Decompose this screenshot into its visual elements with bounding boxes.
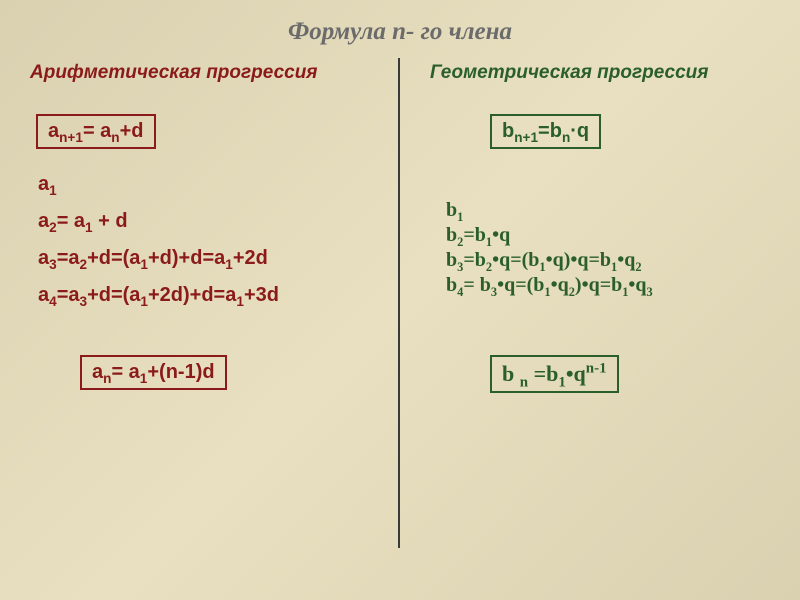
arith-line-1: a1 [38, 173, 370, 196]
geom-line-3: b3=b2•q=(b1•q)•q=b1•q2 [446, 249, 770, 272]
right-column: Геометрическая прогрессия bn+1=bn·q b1 b… [400, 58, 800, 598]
arith-line-4: a4=a3+d=(a1+2d)+d=a1+3d [38, 284, 370, 307]
arithmetic-derivation: a1 a2= a1 + d a3=a2+d=(a1+d)+d=a1+2d a4=… [38, 173, 370, 307]
geometric-heading: Геометрическая прогрессия [430, 62, 770, 84]
geom-line-4: b4= b3•q=(b1•q2)•q=b1•q3 [446, 274, 770, 297]
geom-line-1: b1 [446, 199, 770, 222]
arith-line-2: a2= a1 + d [38, 210, 370, 233]
geometric-recursive-formula: bn+1=bn·q [490, 114, 601, 149]
left-column: Арифметическая прогрессия an+1= an+d a1 … [0, 58, 400, 598]
page-title: Формула n- го члена [0, 0, 800, 58]
center-divider [398, 58, 400, 548]
geometric-derivation: b1 b2=b1•q b3=b2•q=(b1•q)•q=b1•q2 b4= b3… [446, 199, 770, 297]
geometric-general-formula: b n =b1•qn-1 [490, 355, 619, 393]
arithmetic-recursive-formula: an+1= an+d [36, 114, 156, 149]
content-columns: Арифметическая прогрессия an+1= an+d a1 … [0, 58, 800, 598]
geom-line-2: b2=b1•q [446, 224, 770, 247]
arith-line-3: a3=a2+d=(a1+d)+d=a1+2d [38, 247, 370, 270]
arithmetic-heading: Арифметическая прогрессия [30, 62, 370, 84]
arithmetic-general-formula: an= a1+(n-1)d [80, 355, 227, 390]
